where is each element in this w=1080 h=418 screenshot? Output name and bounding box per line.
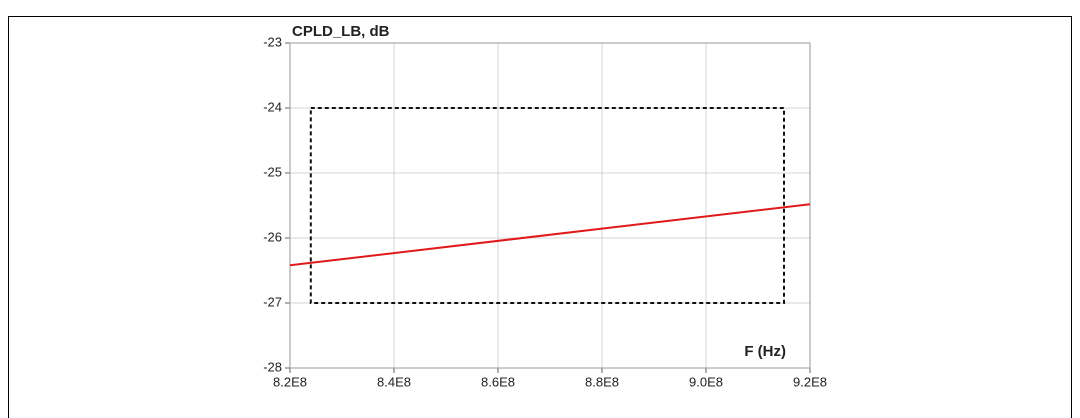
y-tick-label: -23 xyxy=(263,34,282,49)
x-tick-label: 8.2E8 xyxy=(273,374,307,389)
plot-area xyxy=(289,42,811,369)
y-axis-label: CPLD_LB, dB xyxy=(292,23,390,40)
plot-border xyxy=(289,42,811,369)
y-tick-label: -28 xyxy=(263,359,282,374)
x-tick-label: 9.0E8 xyxy=(689,374,723,389)
data-line xyxy=(289,203,811,267)
x-axis-label: F (Hz) xyxy=(744,343,786,360)
y-tick-label: -25 xyxy=(263,164,282,179)
x-tick-label: 9.2E8 xyxy=(793,374,827,389)
y-tick-label: -24 xyxy=(263,99,282,114)
frame xyxy=(8,16,1072,418)
x-tick-label: 8.4E8 xyxy=(377,374,411,389)
y-tick-label: -27 xyxy=(263,294,282,309)
y-tick-label: -26 xyxy=(263,229,282,244)
x-tick-label: 8.8E8 xyxy=(585,374,619,389)
limit-box xyxy=(309,107,785,304)
x-tick-label: 8.6E8 xyxy=(481,374,515,389)
